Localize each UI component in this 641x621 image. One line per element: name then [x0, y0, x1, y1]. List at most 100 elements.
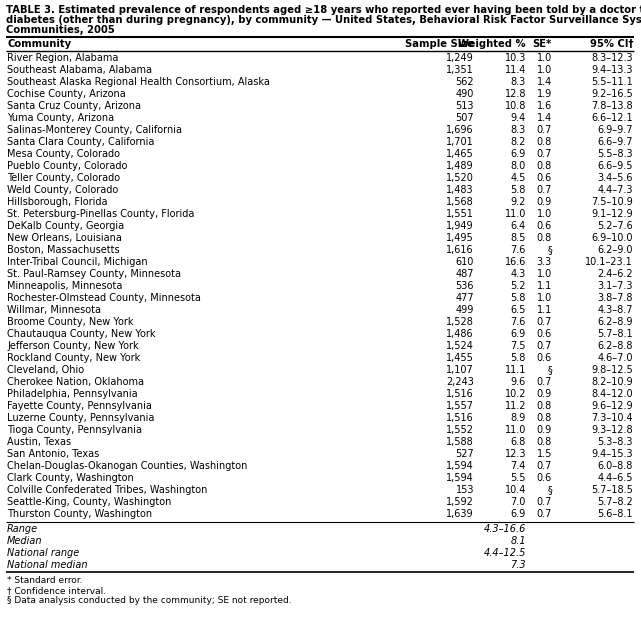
- Text: 6.6–9.7: 6.6–9.7: [597, 137, 633, 147]
- Text: 7.3: 7.3: [510, 560, 526, 570]
- Text: Median: Median: [7, 536, 42, 546]
- Text: 8.3: 8.3: [511, 125, 526, 135]
- Text: 11.4: 11.4: [504, 65, 526, 75]
- Text: 2.4–6.2: 2.4–6.2: [597, 269, 633, 279]
- Text: 1,455: 1,455: [446, 353, 474, 363]
- Text: 1,351: 1,351: [446, 65, 474, 75]
- Text: National median: National median: [7, 560, 88, 570]
- Text: 1,639: 1,639: [446, 509, 474, 519]
- Text: 9.4–13.3: 9.4–13.3: [592, 65, 633, 75]
- Text: 1.0: 1.0: [537, 53, 552, 63]
- Text: 8.3: 8.3: [511, 77, 526, 87]
- Text: Thurston County, Washington: Thurston County, Washington: [7, 509, 152, 519]
- Text: 0.7: 0.7: [537, 341, 552, 351]
- Text: SE*: SE*: [533, 39, 552, 49]
- Text: 11.0: 11.0: [504, 209, 526, 219]
- Text: 1.4: 1.4: [537, 113, 552, 123]
- Text: 9.6: 9.6: [511, 377, 526, 387]
- Text: 1,465: 1,465: [446, 149, 474, 159]
- Text: 6.2–8.9: 6.2–8.9: [597, 317, 633, 327]
- Text: 1,594: 1,594: [446, 461, 474, 471]
- Text: 1,486: 1,486: [446, 329, 474, 339]
- Text: 0.8: 0.8: [537, 401, 552, 411]
- Text: 3.8–7.8: 3.8–7.8: [597, 293, 633, 303]
- Text: 6.5: 6.5: [511, 305, 526, 315]
- Text: 0.8: 0.8: [537, 413, 552, 423]
- Text: Hillsborough, Florida: Hillsborough, Florida: [7, 197, 108, 207]
- Text: 8.3–12.3: 8.3–12.3: [592, 53, 633, 63]
- Text: 5.7–8.1: 5.7–8.1: [597, 329, 633, 339]
- Text: Rockland County, New York: Rockland County, New York: [7, 353, 140, 363]
- Text: 0.7: 0.7: [537, 317, 552, 327]
- Text: 1.1: 1.1: [537, 281, 552, 291]
- Text: 95% CI†: 95% CI†: [590, 39, 633, 49]
- Text: 6.6–9.5: 6.6–9.5: [597, 161, 633, 171]
- Text: 1,949: 1,949: [446, 221, 474, 231]
- Text: 0.8: 0.8: [537, 437, 552, 447]
- Text: Cochise County, Arizona: Cochise County, Arizona: [7, 89, 126, 99]
- Text: National range: National range: [7, 548, 79, 558]
- Text: 1,516: 1,516: [446, 389, 474, 399]
- Text: 4.5: 4.5: [511, 173, 526, 183]
- Text: 6.9–10.0: 6.9–10.0: [592, 233, 633, 243]
- Text: Southeast Alabama, Alabama: Southeast Alabama, Alabama: [7, 65, 152, 75]
- Text: 8.0: 8.0: [511, 161, 526, 171]
- Text: Range: Range: [7, 524, 38, 534]
- Text: 9.2–16.5: 9.2–16.5: [591, 89, 633, 99]
- Text: 4.4–6.5: 4.4–6.5: [597, 473, 633, 483]
- Text: DeKalb County, Georgia: DeKalb County, Georgia: [7, 221, 124, 231]
- Text: 8.2–10.9: 8.2–10.9: [592, 377, 633, 387]
- Text: New Orleans, Louisiana: New Orleans, Louisiana: [7, 233, 122, 243]
- Text: 4.6–7.0: 4.6–7.0: [597, 353, 633, 363]
- Text: 1.5: 1.5: [537, 449, 552, 459]
- Text: 4.3–16.6: 4.3–16.6: [483, 524, 526, 534]
- Text: 1.4: 1.4: [537, 77, 552, 87]
- Text: 8.4–12.0: 8.4–12.0: [592, 389, 633, 399]
- Text: 5.5: 5.5: [510, 473, 526, 483]
- Text: 5.3–8.3: 5.3–8.3: [597, 437, 633, 447]
- Text: Yuma County, Arizona: Yuma County, Arizona: [7, 113, 114, 123]
- Text: † Confidence interval.: † Confidence interval.: [7, 586, 106, 595]
- Text: Chautauqua County, New York: Chautauqua County, New York: [7, 329, 156, 339]
- Text: Broome County, New York: Broome County, New York: [7, 317, 133, 327]
- Text: 477: 477: [455, 293, 474, 303]
- Text: 0.9: 0.9: [537, 425, 552, 435]
- Text: 1.1: 1.1: [537, 305, 552, 315]
- Text: 8.1: 8.1: [510, 536, 526, 546]
- Text: 9.8–12.5: 9.8–12.5: [591, 365, 633, 375]
- Text: 16.6: 16.6: [504, 257, 526, 267]
- Text: 0.7: 0.7: [537, 461, 552, 471]
- Text: Mesa County, Colorado: Mesa County, Colorado: [7, 149, 120, 159]
- Text: §: §: [547, 485, 552, 495]
- Text: 1,557: 1,557: [446, 401, 474, 411]
- Text: 5.7–18.5: 5.7–18.5: [591, 485, 633, 495]
- Text: § Data analysis conducted by the community; SE not reported.: § Data analysis conducted by the communi…: [7, 596, 292, 605]
- Text: Communities, 2005: Communities, 2005: [6, 25, 115, 35]
- Text: 4.3–8.7: 4.3–8.7: [597, 305, 633, 315]
- Text: 0.7: 0.7: [537, 377, 552, 387]
- Text: Philadelphia, Pennsylvania: Philadelphia, Pennsylvania: [7, 389, 138, 399]
- Text: 0.7: 0.7: [537, 125, 552, 135]
- Text: Southeast Alaska Regional Health Consortium, Alaska: Southeast Alaska Regional Health Consort…: [7, 77, 270, 87]
- Text: 9.2: 9.2: [511, 197, 526, 207]
- Text: 6.4: 6.4: [511, 221, 526, 231]
- Text: 0.8: 0.8: [537, 137, 552, 147]
- Text: Teller County, Colorado: Teller County, Colorado: [7, 173, 120, 183]
- Text: 0.7: 0.7: [537, 497, 552, 507]
- Text: 5.8: 5.8: [511, 353, 526, 363]
- Text: Jefferson County, New York: Jefferson County, New York: [7, 341, 138, 351]
- Text: 5.5–8.3: 5.5–8.3: [597, 149, 633, 159]
- Text: Willmar, Minnesota: Willmar, Minnesota: [7, 305, 101, 315]
- Text: 527: 527: [455, 449, 474, 459]
- Text: San Antonio, Texas: San Antonio, Texas: [7, 449, 99, 459]
- Text: 4.4–12.5: 4.4–12.5: [483, 548, 526, 558]
- Text: 1,568: 1,568: [446, 197, 474, 207]
- Text: 1,552: 1,552: [446, 425, 474, 435]
- Text: 1.0: 1.0: [537, 269, 552, 279]
- Text: 1,516: 1,516: [446, 413, 474, 423]
- Text: 1,520: 1,520: [446, 173, 474, 183]
- Text: §: §: [547, 245, 552, 255]
- Text: 7.4: 7.4: [511, 461, 526, 471]
- Text: Chelan-Douglas-Okanogan Counties, Washington: Chelan-Douglas-Okanogan Counties, Washin…: [7, 461, 247, 471]
- Text: 3.4–5.6: 3.4–5.6: [597, 173, 633, 183]
